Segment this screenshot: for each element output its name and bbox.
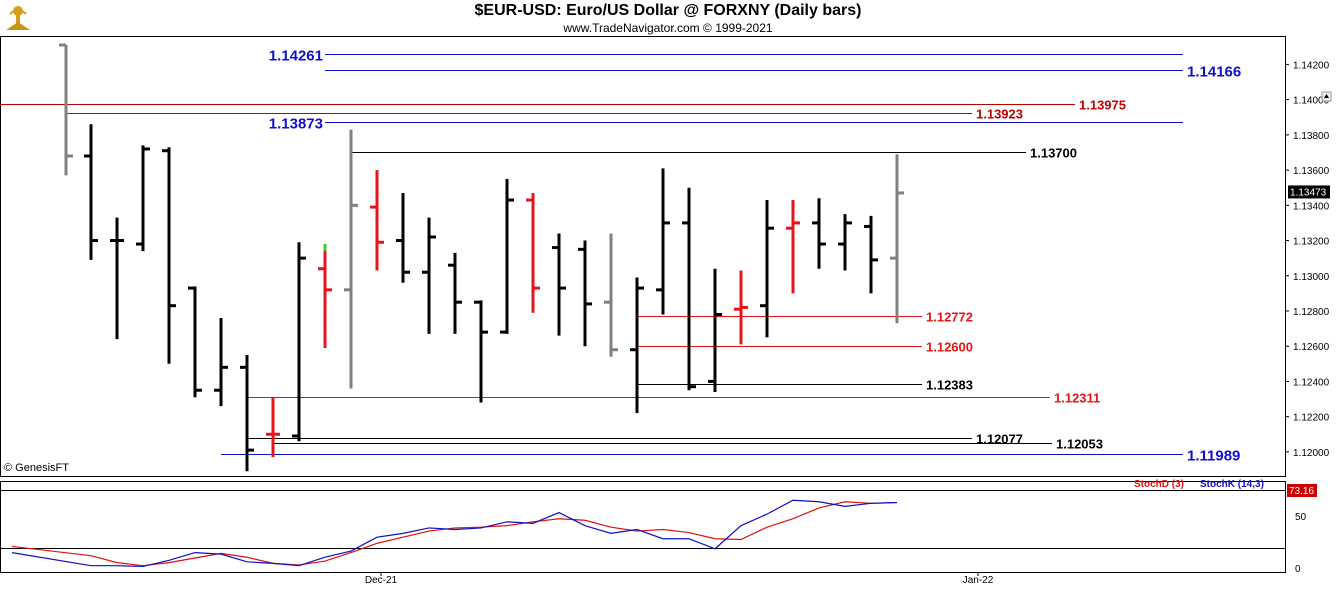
stoch-tick-label: 0 (1295, 564, 1301, 575)
level-label: 1.12772 (926, 310, 973, 325)
y-tick-label: 1.12400 (1293, 377, 1330, 388)
y-tick-label: 1.14200 (1293, 60, 1330, 71)
stoch-tick-label: 50 (1295, 512, 1307, 523)
y-tick-label: 1.13200 (1293, 237, 1330, 248)
price-bar (214, 318, 228, 407)
price-bar (422, 217, 436, 334)
stochastic-panel: StochD (3) StochK (14,3) 50 0 73.16 Dec-21 Jan… (0, 479, 1317, 586)
price-bar (318, 244, 332, 348)
chart-subtitle: www.TradeNavigator.com © 1999-2021 (563, 21, 773, 35)
price-bar (708, 268, 722, 392)
scroll-up-arrow-icon (1324, 94, 1329, 98)
price-y-axis: 1.12000 1.12200 1.12400 1.12600 1.12800 1.130… (1285, 60, 1332, 459)
last-price-label: 1.13473 (1290, 187, 1327, 198)
stochk-legend: StochK (14,3) (1200, 479, 1264, 490)
price-panel-border (0, 36, 1286, 477)
price-bar (266, 397, 280, 458)
price-bar (812, 198, 826, 269)
level-label: 1.13923 (976, 107, 1023, 122)
price-bar (604, 233, 618, 357)
price-bar (110, 217, 124, 340)
y-tick-label: 1.13400 (1293, 201, 1330, 212)
y-tick-label: 1.12800 (1293, 307, 1330, 318)
level-label: 1.14261 (269, 48, 323, 65)
price-bar (136, 145, 150, 252)
price-bar (630, 277, 644, 414)
y-tick-label: 1.14000 (1293, 96, 1330, 107)
x-tick-label: Jan-22 (963, 575, 994, 586)
x-tick-label: Dec-21 (365, 575, 398, 586)
price-bar (344, 129, 358, 389)
price-bar (890, 154, 904, 324)
stoch-last-label: 73.16 (1289, 486, 1314, 497)
level-label: 1.12053 (1056, 437, 1103, 452)
price-bar (552, 233, 566, 336)
price-bar (59, 43, 73, 176)
watermark-text: © GenesisFT (4, 462, 69, 474)
price-bar (656, 168, 670, 315)
level-label: 1.13873 (269, 116, 323, 133)
price-bar (474, 300, 488, 403)
trade-navigator-logo-icon (2, 2, 34, 34)
level-label: 1.12311 (1054, 391, 1100, 406)
level-label: 1.14166 (1187, 64, 1241, 81)
price-bar (864, 215, 878, 294)
y-tick-label: 1.13600 (1293, 166, 1330, 177)
stochd-legend: StochD (3) (1134, 479, 1184, 490)
price-bar (188, 286, 202, 398)
level-label: 1.13700 (1030, 146, 1077, 161)
horizontal-levels: 1.14261 1.14166 1.13975 1.13923 1.13873 1.137… (0, 48, 1241, 465)
price-bars (59, 43, 904, 472)
last-price-badge (1288, 185, 1330, 199)
price-bar (370, 170, 384, 271)
level-label: 1.11989 (1187, 448, 1240, 465)
price-bar (760, 200, 774, 338)
level-label: 1.12077 (976, 432, 1023, 447)
y-tick-label: 1.13000 (1293, 272, 1330, 283)
price-bar (500, 178, 514, 334)
chart-title: $EUR-USD: Euro/US Dollar @ FORXNY (Daily… (474, 2, 862, 19)
stoch-last-badge (1287, 484, 1317, 497)
y-tick-label: 1.12600 (1293, 342, 1330, 353)
price-bar (526, 192, 540, 313)
price-bar (84, 124, 98, 260)
stoch-panel-border (0, 481, 1286, 573)
level-label: 1.13975 (1079, 98, 1126, 113)
level-label: 1.12600 (926, 340, 973, 355)
level-label: 1.12383 (926, 378, 973, 393)
price-bar (396, 192, 410, 283)
price-bar (240, 355, 254, 472)
price-bar (578, 240, 592, 347)
price-bar (786, 200, 800, 294)
price-bar (682, 187, 696, 391)
stoch-series-line (11, 501, 898, 567)
price-bar (448, 252, 462, 334)
stoch-series-line (11, 499, 898, 568)
price-bar (162, 147, 176, 364)
y-tick-label: 1.12000 (1293, 448, 1330, 459)
price-bar (734, 270, 748, 345)
y-tick-label: 1.13800 (1293, 131, 1330, 142)
price-bar (838, 214, 852, 271)
y-tick-label: 1.12200 (1293, 413, 1330, 424)
chart-frame (0, 36, 1286, 573)
price-bar (292, 242, 306, 442)
